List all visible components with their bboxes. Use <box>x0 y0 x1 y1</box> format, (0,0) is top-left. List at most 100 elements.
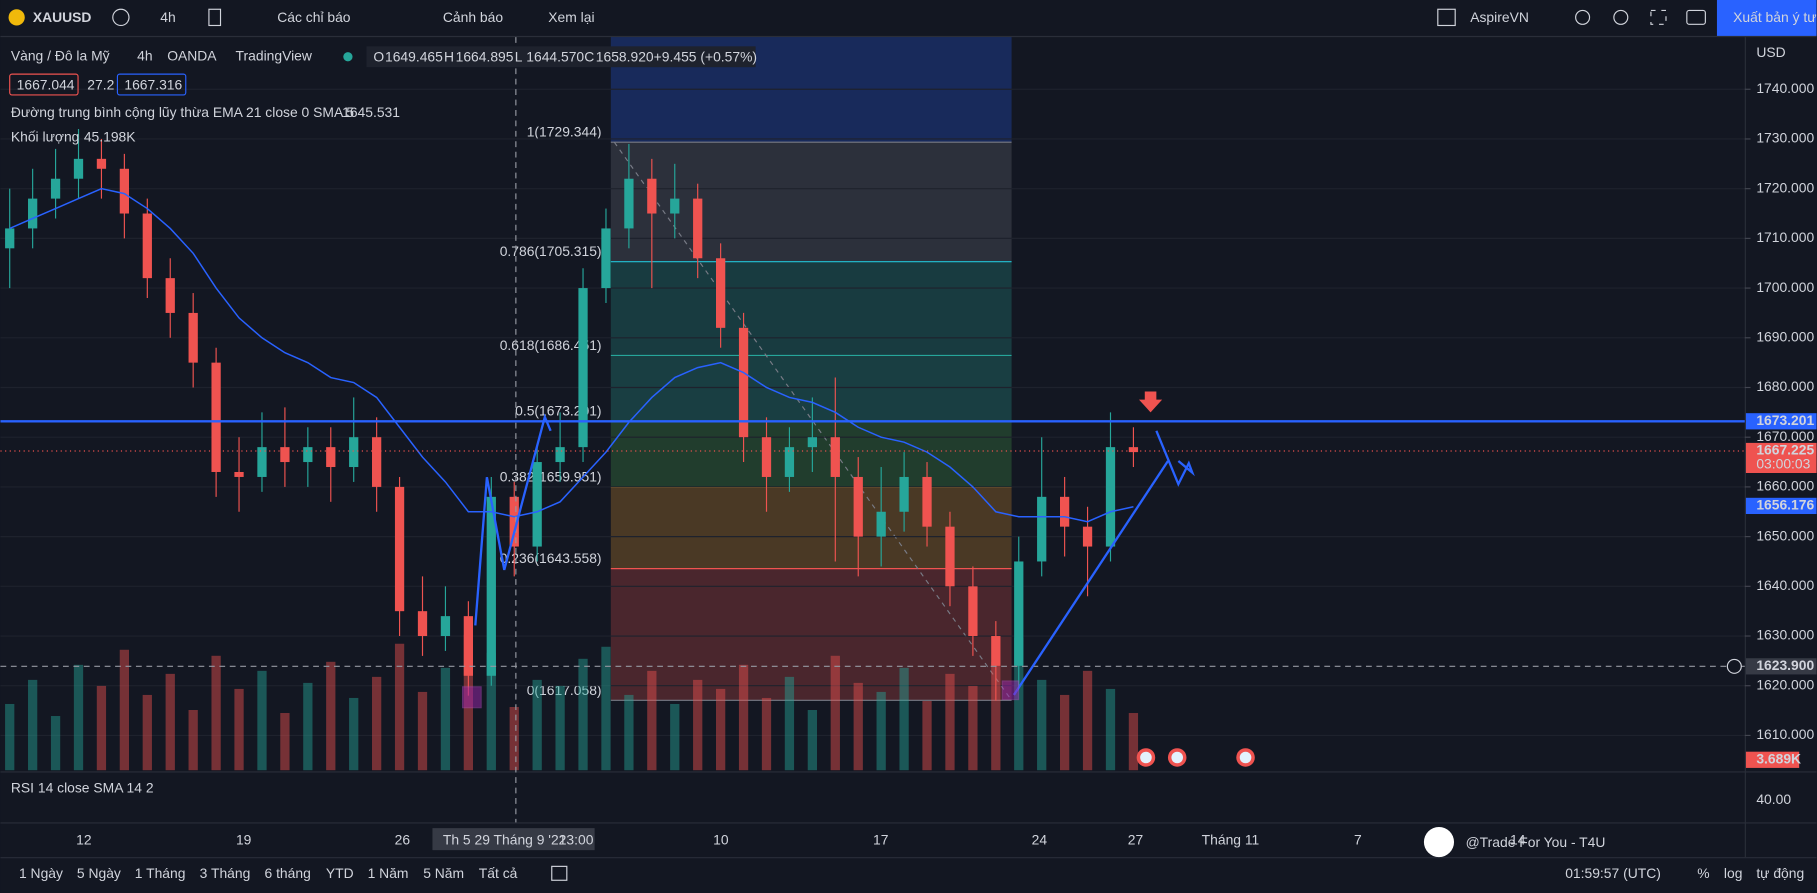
volume-bar <box>761 697 772 771</box>
publish-button[interactable] <box>1716 0 1817 36</box>
range-button[interactable]: 1 Năm <box>368 865 409 881</box>
candle-body <box>257 447 267 477</box>
search-button[interactable] <box>1575 9 1591 25</box>
candle-body <box>922 476 932 527</box>
currency-label: USD <box>1756 44 1785 60</box>
candle-body <box>326 447 336 468</box>
volume-bar <box>1037 679 1047 771</box>
volume-bar <box>624 694 634 771</box>
range-button[interactable]: 1 Ngày <box>19 865 63 881</box>
range-button[interactable]: Tất cả <box>479 865 518 881</box>
volume-bar <box>188 709 198 771</box>
toolbar-indicators[interactable]: Các chỉ báo <box>277 9 351 25</box>
candle-body <box>50 178 61 199</box>
scale-option[interactable]: % <box>1697 865 1709 881</box>
market-status-dot <box>343 52 353 62</box>
layout-icon[interactable] <box>1437 8 1456 27</box>
y-tick-label: 1700.000 <box>1756 279 1814 295</box>
range-button[interactable]: 5 Ngày <box>77 865 121 881</box>
event-flag-inner <box>1239 751 1252 764</box>
facebook-icon <box>1423 826 1455 858</box>
crosshair-plus[interactable] <box>1726 658 1742 674</box>
candle-body <box>165 278 175 313</box>
legend-interval: 4h <box>137 47 152 63</box>
candle-body <box>96 158 107 169</box>
screenshot-button[interactable] <box>1686 9 1706 25</box>
candle-body <box>624 178 634 229</box>
volume-bar <box>899 667 909 771</box>
compare-button[interactable] <box>112 8 130 27</box>
legend-l_label: L <box>515 49 523 65</box>
toolbar-interval[interactable]: 4h <box>160 9 175 25</box>
time-crosshair-badge <box>432 828 595 851</box>
scale-option[interactable]: tự động <box>1756 865 1804 881</box>
legend-exchange: OANDA <box>167 47 217 63</box>
toolbar-publish[interactable]: Xuất bản ý tư <box>1733 9 1816 25</box>
legend-name: Vàng / Đô la Mỹ <box>11 47 110 63</box>
toolbar-alerts[interactable]: Cảnh báo <box>443 9 503 25</box>
settings-button[interactable] <box>1613 9 1629 25</box>
legend-h_label: H <box>444 49 454 65</box>
chart-type-button[interactable] <box>208 8 222 27</box>
fullscreen-button[interactable] <box>1650 9 1667 25</box>
volume-bar <box>96 685 107 771</box>
fib-zone <box>610 421 1012 488</box>
range-button[interactable]: 5 Năm <box>423 865 464 881</box>
event-flag-inner <box>1140 751 1152 764</box>
y-tick-label: 1710.000 <box>1756 229 1814 245</box>
legend-change: +9.455 (+0.57%) <box>654 49 757 65</box>
volume-bar <box>326 661 336 771</box>
fib-zone <box>610 568 1012 701</box>
candle-body <box>1037 496 1047 562</box>
candle-body <box>693 198 703 259</box>
range-button[interactable]: 6 tháng <box>265 865 311 881</box>
volume-bar <box>807 709 817 771</box>
candle-body <box>5 228 15 249</box>
x-tick-label: 12 <box>76 832 92 848</box>
rsi-title: RSI 14 close SMA 14 2 <box>11 779 154 795</box>
candle-body <box>945 526 955 587</box>
candle-body <box>1082 526 1093 547</box>
marker-box <box>1001 680 1020 701</box>
volume-bar <box>784 676 795 771</box>
candle-body <box>876 511 886 537</box>
volume-bar <box>738 664 749 771</box>
fib-zone <box>610 261 1012 356</box>
toolbar <box>0 0 1817 36</box>
crosshair-badge-label: 1623.900 <box>1756 657 1814 673</box>
volume-bar <box>830 655 840 771</box>
toolbar-replay[interactable]: Xem lại <box>548 9 594 25</box>
marker-box <box>462 686 482 709</box>
legend-l: 1644.570 <box>526 49 584 65</box>
last-price-badge-label: 1667.225 <box>1756 442 1814 458</box>
x-tick-label: 7 <box>1354 832 1362 848</box>
range-button[interactable]: YTD <box>326 865 354 881</box>
range-button[interactable]: 3 Tháng <box>200 865 251 881</box>
x-tick-label: 10 <box>713 832 729 848</box>
y-tick-label: 1630.000 <box>1756 627 1814 643</box>
volume-bar <box>5 703 15 771</box>
candle-body <box>509 496 519 547</box>
candle-body <box>555 447 565 463</box>
date-range-icon[interactable] <box>551 865 568 881</box>
scale-option[interactable]: log <box>1724 865 1743 881</box>
crosshair-badge <box>1745 658 1817 675</box>
candle-body <box>647 178 657 214</box>
legend-bid: 1667.044 <box>17 76 75 92</box>
volume-bar <box>945 673 955 771</box>
candle-body <box>532 462 542 547</box>
legend-c_label: C <box>584 49 594 65</box>
y-tick-label: 1680.000 <box>1756 378 1814 394</box>
ohlc-background <box>366 46 756 68</box>
candle-body <box>188 312 198 363</box>
volume-bar <box>119 649 130 771</box>
toolbar-symbol[interactable]: XAUUSD <box>33 9 92 25</box>
toolbar-layout[interactable]: AspireVN <box>1470 9 1529 25</box>
volume-bar <box>1059 694 1070 771</box>
candle-body <box>440 616 451 637</box>
range-button[interactable]: 1 Tháng <box>135 865 186 881</box>
legend-o: 1649.465 <box>385 49 443 65</box>
legend-spread: 27.2 <box>87 76 114 92</box>
volume-value: 45.198K <box>84 129 136 145</box>
